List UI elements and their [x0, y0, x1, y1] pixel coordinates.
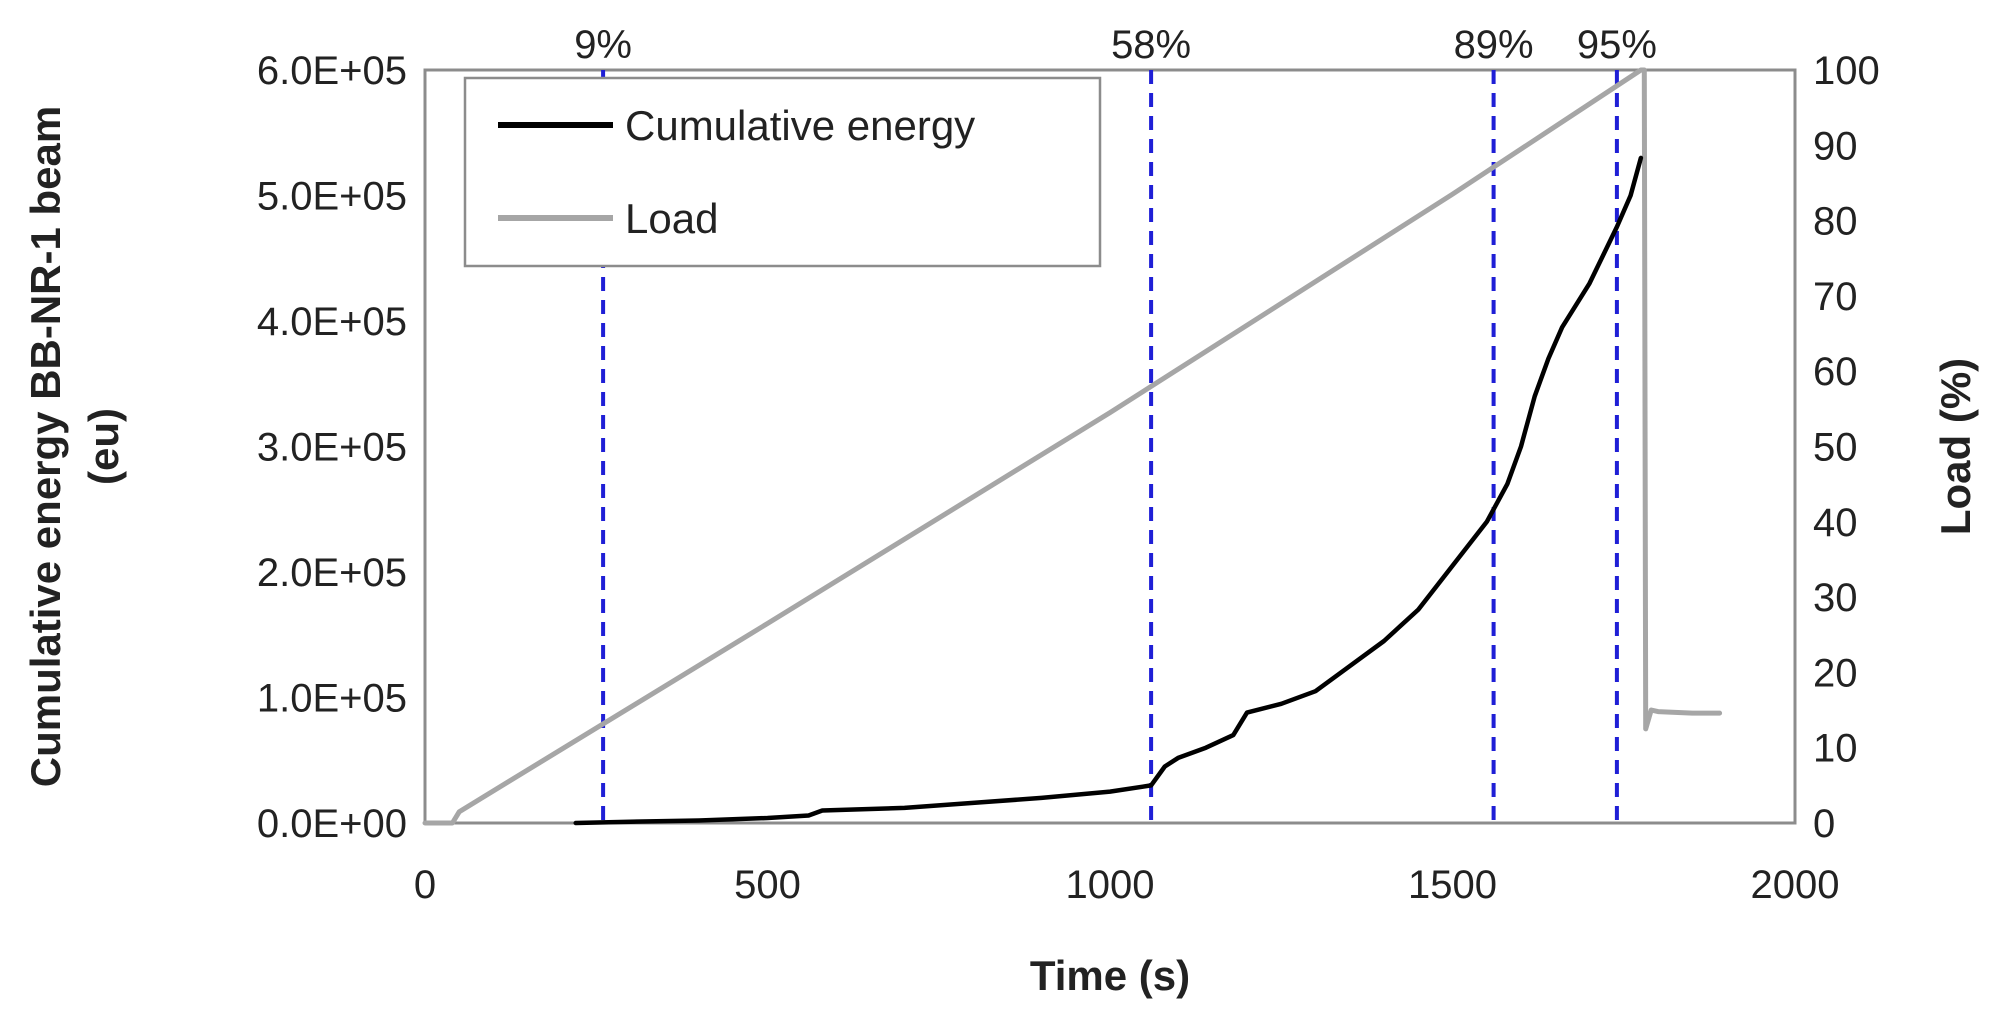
left-y-tick-label: 6.0E+05 — [257, 49, 407, 93]
left-y-tick-label: 2.0E+05 — [257, 551, 407, 595]
x-tick-label: 500 — [734, 863, 801, 907]
right-y-tick-label: 100 — [1813, 49, 1880, 93]
left-y-tick-label: 1.0E+05 — [257, 677, 407, 721]
legend: Cumulative energy Load — [463, 76, 1102, 268]
legend-box — [463, 76, 1102, 268]
right-y-tick-label: 10 — [1813, 727, 1858, 771]
right-y-tick-label: 90 — [1813, 124, 1858, 168]
right-y-tick-label: 50 — [1813, 426, 1858, 470]
right-y-tick-label: 70 — [1813, 275, 1858, 319]
right-y-tick-label: 60 — [1813, 350, 1858, 394]
right-y-tick-label: 80 — [1813, 200, 1858, 244]
x-tick-label: 2000 — [1751, 863, 1840, 907]
series-line-load — [422, 67, 1723, 826]
x-tick-label: 1500 — [1408, 863, 1497, 907]
x-axis-title: Time (s) — [1030, 952, 1190, 999]
series-lines — [422, 67, 1723, 826]
marker-label: 58% — [1111, 23, 1191, 67]
marker-label: 95% — [1577, 23, 1657, 67]
marker-label: 9% — [574, 23, 632, 67]
right-y-axis-title: Load (%) — [1932, 358, 1979, 535]
right-y-tick-label: 40 — [1813, 501, 1858, 545]
right-y-axis-ticks: 0 10 20 30 40 50 60 70 80 90 100 — [1813, 49, 1880, 846]
plot-area-border — [423, 68, 1797, 825]
x-axis-ticks: 0 500 1000 1500 2000 — [414, 863, 1840, 907]
left-y-axis-ticks: 0.0E+00 1.0E+05 2.0E+05 3.0E+05 4.0E+05 5.0E+… — [257, 49, 407, 846]
left-y-axis-unit: (eu) — [80, 408, 127, 485]
left-y-tick-label: 3.0E+05 — [257, 426, 407, 470]
left-y-tick-label: 4.0E+05 — [257, 300, 407, 344]
legend-label-cumulative-energy: Cumulative energy — [625, 102, 975, 149]
left-y-tick-label: 0.0E+00 — [257, 802, 407, 846]
left-y-axis-title: Cumulative energy BB-NR-1 beam — [22, 106, 69, 788]
left-y-tick-label: 5.0E+05 — [257, 175, 407, 219]
x-tick-label: 0 — [414, 863, 436, 907]
marker-label: 89% — [1454, 23, 1534, 67]
right-y-tick-label: 20 — [1813, 651, 1858, 695]
legend-label-load: Load — [625, 195, 718, 242]
marker-lines: 9% 58% 89% 95% — [574, 23, 1657, 823]
right-y-tick-label: 0 — [1813, 802, 1835, 846]
x-tick-label: 1000 — [1066, 863, 1155, 907]
right-y-tick-label: 30 — [1813, 576, 1858, 620]
series-line-cumulative-energy — [573, 155, 1644, 826]
